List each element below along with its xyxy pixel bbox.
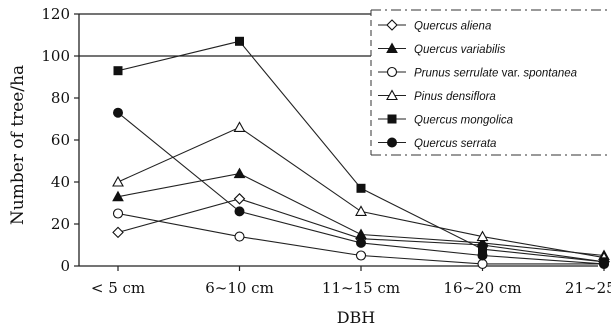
x-tick-label: 11~15 cm — [322, 279, 400, 297]
legend-label-part: var. — [502, 68, 524, 80]
y-tick-label: 0 — [60, 257, 70, 275]
legend-label: Pinus densiflora — [414, 91, 496, 103]
y-axis: 0 20 40 60 80 100 120 — [41, 5, 79, 275]
legend-marker — [386, 89, 398, 101]
y-tick-label: 80 — [51, 89, 70, 107]
y-tick-label: 100 — [41, 47, 70, 65]
legend-marker — [387, 114, 397, 124]
data-point — [112, 208, 124, 219]
data-point — [476, 230, 489, 242]
legend-label: Quercus variabilis — [414, 44, 506, 56]
data-point — [112, 190, 124, 202]
legend-label-part: spontanea — [523, 68, 577, 80]
data-point — [233, 167, 246, 179]
legend-marker — [386, 19, 398, 31]
legend-label: Quercus serrata — [414, 138, 496, 150]
data-point — [355, 250, 367, 261]
legend-label-part: Prunus serrulate — [414, 68, 502, 80]
y-tick-label: 60 — [51, 131, 70, 149]
legend-label: Quercus mongolica — [414, 115, 513, 127]
data-point — [113, 107, 123, 118]
data-point — [477, 258, 488, 269]
x-tick-label: 16~20 cm — [443, 279, 521, 297]
legend-background — [371, 9, 611, 157]
legend-label: Quercus aliena — [414, 21, 491, 33]
data-point — [112, 226, 124, 239]
data-point — [113, 66, 123, 76]
data-point — [356, 183, 366, 193]
data-point — [234, 231, 245, 242]
x-tick-label: < 5 cm — [91, 279, 145, 297]
legend-marker — [387, 137, 397, 148]
x-tick-label: 6~10 cm — [205, 279, 274, 297]
x-tick-label: 21~25 cm — [565, 279, 611, 297]
x-axis-label: DBH — [337, 308, 376, 327]
x-axis: < 5 cm 6~10 cm 11~15 cm 16~20 cm 21~25 cm — [91, 266, 611, 297]
legend-marker — [386, 66, 398, 78]
legend-marker — [386, 42, 398, 53]
data-point — [355, 228, 367, 239]
data-point — [599, 258, 609, 269]
data-point — [477, 250, 488, 261]
data-point — [233, 121, 246, 132]
y-tick-label: 20 — [51, 215, 70, 233]
y-tick-label: 120 — [41, 5, 70, 23]
data-point — [356, 237, 366, 248]
y-tick-label: 40 — [51, 173, 70, 191]
y-axis-label: Number of tree/ha — [8, 65, 28, 225]
data-point — [234, 206, 245, 217]
legend-label: Prunus serrulate var. spontanea — [414, 68, 577, 80]
data-point — [235, 36, 244, 46]
data-point — [355, 205, 367, 216]
series-markers — [112, 36, 610, 269]
data-point — [233, 193, 246, 205]
data-point — [112, 175, 124, 187]
legend: Quercus aliena Quercus variabilis Prunus s… — [370, 9, 611, 157]
